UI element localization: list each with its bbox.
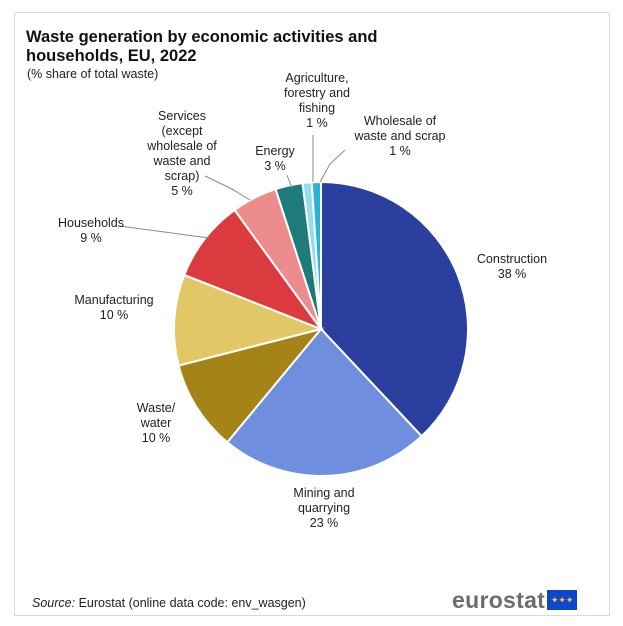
chart-subtitle: (% share of total waste) (27, 67, 159, 81)
source-text: Eurostat (online data code: env_wasgen) (75, 596, 306, 610)
leader-lines (119, 135, 346, 239)
leader-services (204, 175, 251, 201)
source-label: Source: (32, 596, 76, 610)
pie-slice-manufacturing (173, 273, 325, 367)
logo-text: eurostat (452, 586, 546, 613)
pie-slice-construction (320, 180, 470, 438)
label-services: Services (except wholesale of waste and scra… (146, 109, 217, 198)
source-note: Source: Eurostat (online data code: env_… (32, 596, 306, 610)
chart-frame (14, 12, 610, 616)
label-manufacturing: Manufacturing 10 % (74, 293, 153, 322)
pie-slice-wholesale-of-waste-and-scrap (310, 180, 322, 330)
pie-slice-mining-and-quarrying (225, 327, 424, 477)
slice-labels: Construction 38 % Mining and quarrying 23 %… (58, 71, 547, 530)
chart-title: Waste generation by economic activities … (26, 28, 378, 65)
label-construction: Construction 38 % (477, 252, 547, 281)
pie-slice-households (183, 208, 324, 332)
eu-flag-icon: ✦✦✦ (547, 590, 578, 610)
pie-slices (173, 180, 470, 477)
label-waste-water: Waste/water 10 % (137, 401, 176, 445)
label-wholesale: Wholesale of waste and scrap 1 % (353, 114, 445, 158)
label-mining-and-quarrying: Mining and quarrying 23 % (293, 486, 354, 530)
label-energy: Energy 3 % (255, 144, 295, 173)
leader-energy (286, 174, 293, 189)
leader-households (119, 225, 210, 239)
label-households: Households 9 % (58, 216, 124, 245)
eurostat-logo: eurostat ✦✦✦ (452, 586, 578, 613)
label-agriculture: Agriculture, forestry and fishing 1 % (284, 71, 350, 130)
leader-wholesale (319, 149, 346, 183)
